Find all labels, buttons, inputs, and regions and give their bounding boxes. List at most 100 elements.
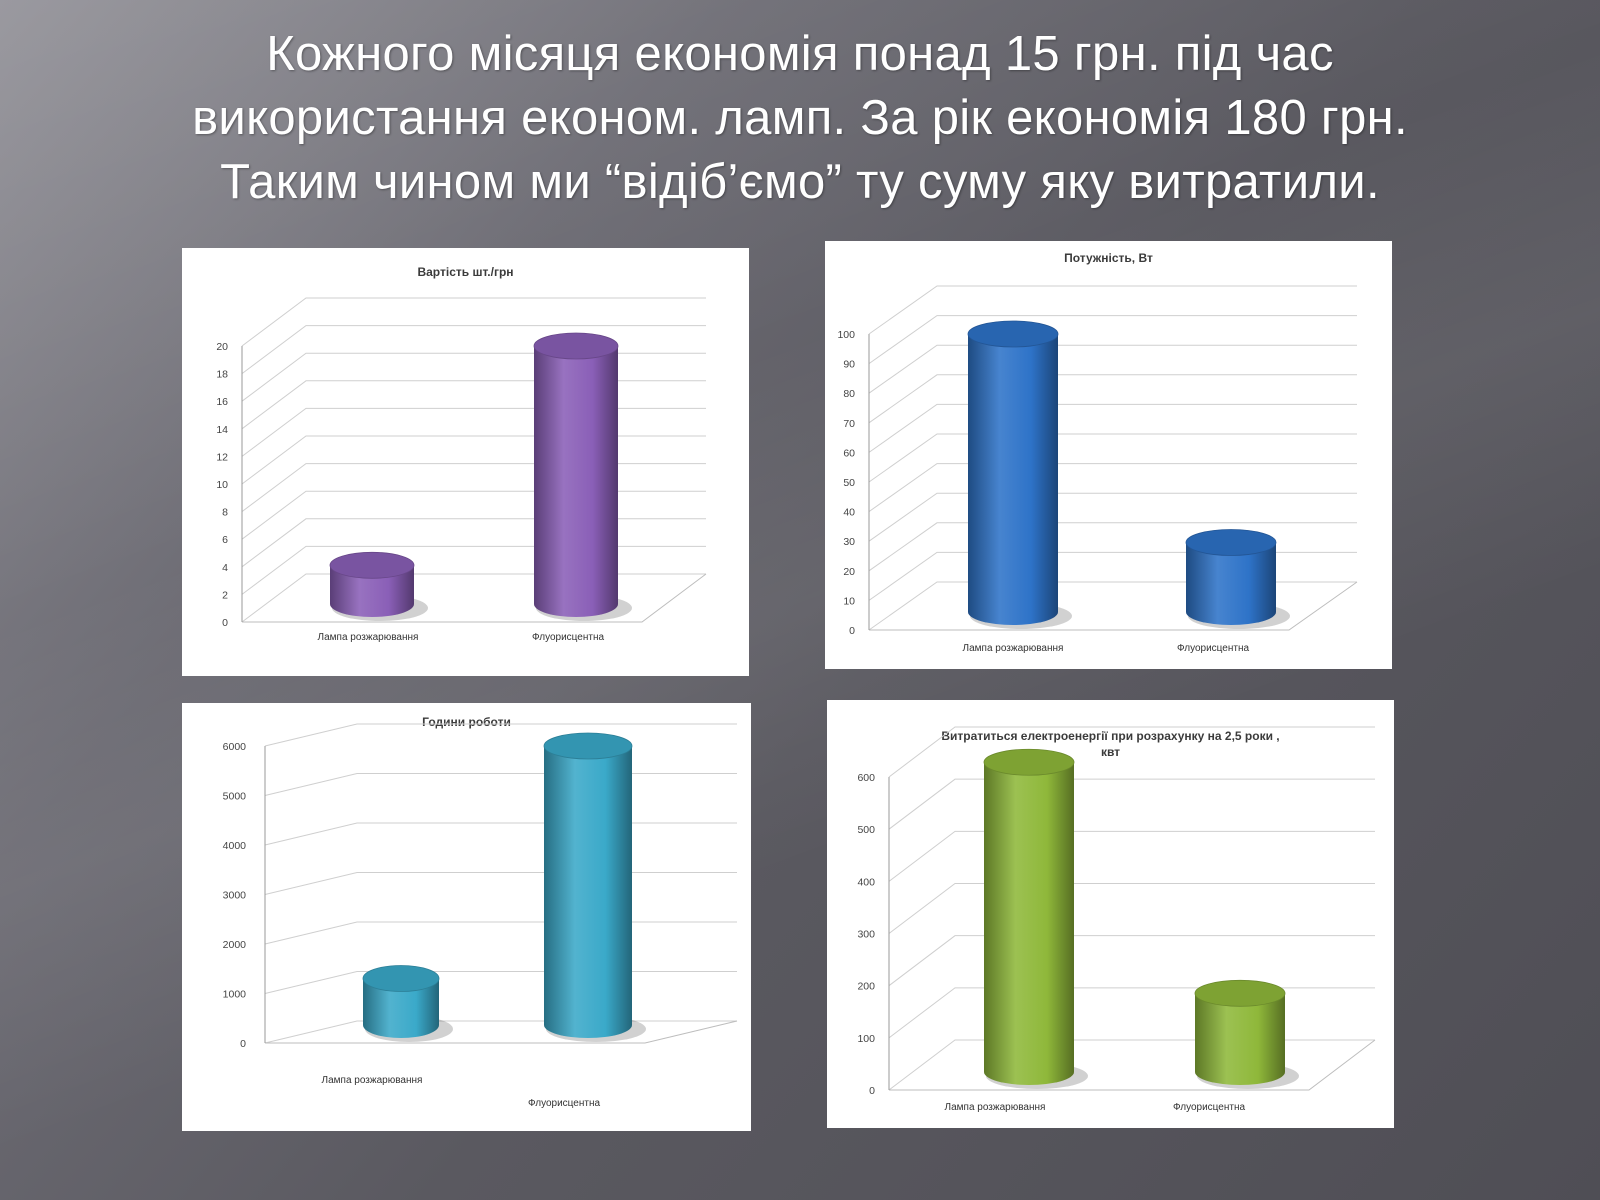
- y-tick-label: 30: [843, 536, 855, 548]
- chart-title: Години роботи: [422, 715, 511, 729]
- y-tick-label: 20: [216, 341, 228, 353]
- bar-2: [543, 732, 646, 1042]
- x-category-label: Лампа розжарювання: [318, 632, 419, 643]
- chart-floor: [242, 573, 707, 623]
- bar-2: [533, 332, 632, 621]
- gridline: [888, 935, 1375, 987]
- slide-title-line-1: Кожного місяця економія понад 15 грн. пі…: [266, 27, 1334, 81]
- x-category-label: Флуорисцентна: [1177, 643, 1249, 654]
- gridline: [241, 435, 706, 485]
- y-tick-label: 8: [222, 507, 228, 519]
- bar-1: [983, 748, 1088, 1089]
- chart-title: Потужність, Вт: [1064, 251, 1153, 265]
- gridline: [888, 830, 1375, 882]
- chart-energy: Витратиться електроенергії при розрахунк…: [857, 726, 1376, 1113]
- gridline: [241, 518, 706, 568]
- gridline: [888, 883, 1375, 934]
- y-tick-label: 50: [843, 477, 855, 489]
- y-tick-label: 100: [857, 1033, 875, 1045]
- y-tick-label: 0: [849, 625, 855, 637]
- y-tick-label: 200: [857, 981, 875, 993]
- gridline: [264, 723, 737, 747]
- chart-panel-energy: Витратиться електроенергії при розрахунк…: [827, 700, 1394, 1128]
- y-tick-label: 400: [857, 876, 875, 888]
- chart-panel-power: Потужність, Вт 0 10 20 30 40 50 60 70 80 90 100 Ламп…: [825, 241, 1392, 669]
- y-tick-label: 4: [222, 562, 228, 574]
- bar-1: [967, 320, 1072, 629]
- y-tick-label: 4000: [223, 840, 247, 852]
- slide-title: Кожного місяця економія понад 15 грн. пі…: [60, 22, 1540, 214]
- y-tick-label: 5000: [223, 791, 247, 803]
- chart-title: Витратиться електроенергії при розрахунк…: [941, 729, 1279, 743]
- x-category-label: Флуорисцентна: [532, 632, 604, 643]
- bar-2: [1194, 979, 1299, 1089]
- gridline: [241, 545, 706, 595]
- y-tick-label: 90: [843, 359, 855, 371]
- gridline: [868, 344, 1357, 394]
- gridline: [264, 921, 737, 945]
- y-tick-label: 40: [843, 507, 855, 519]
- gridline: [264, 822, 737, 846]
- chart-hours: Години роботи 0 1000 2000 3000 4000 5000 6000 Ла…: [223, 715, 738, 1109]
- chart-title-line-2: квт: [1101, 745, 1120, 759]
- gridline: [888, 987, 1375, 1039]
- y-tick-label: 0: [222, 617, 228, 629]
- y-tick-label: 12: [216, 451, 228, 463]
- gridline: [868, 522, 1357, 572]
- gridline: [241, 297, 706, 347]
- gridline: [868, 403, 1357, 453]
- y-tick-label: 10: [216, 479, 228, 491]
- gridline: [241, 463, 706, 513]
- y-tick-label: 300: [857, 929, 875, 941]
- y-tick-label: 6: [222, 534, 228, 546]
- gridline: [264, 971, 737, 994]
- y-tick-label: 600: [857, 772, 875, 784]
- gridline: [868, 463, 1357, 513]
- chart-power: Потужність, Вт 0 10 20 30 40 50 60 70 80 90 100 Ламп…: [837, 251, 1358, 654]
- gridline: [868, 315, 1357, 365]
- gridline: [241, 352, 706, 402]
- chart-title: Вартість шт./грн: [417, 265, 513, 279]
- slide-title-line-2: використання економ. ламп. За рік економ…: [192, 91, 1408, 145]
- gridline: [868, 492, 1357, 542]
- chart-floor: [889, 1039, 1376, 1091]
- y-tick-label: 18: [216, 369, 228, 381]
- x-category-label: Лампа розжарювання: [963, 643, 1064, 654]
- gridline: [888, 726, 1375, 778]
- bar-1: [329, 551, 428, 621]
- gridline: [868, 285, 1357, 335]
- chart-panel-cost: Вартість шт./грн 0 2 4 6 8 10 12 14 16 18 20 Лампа р…: [182, 248, 749, 676]
- y-tick-label: 20: [843, 566, 855, 578]
- y-tick-label: 100: [837, 329, 855, 341]
- x-category-label: Лампа розжарювання: [945, 1102, 1046, 1113]
- gridline: [241, 573, 706, 623]
- y-tick-label: 1000: [223, 989, 247, 1001]
- y-tick-label: 2: [222, 589, 228, 601]
- slide-title-line-3: Таким чином ми “відіб’ємо” ту суму яку в…: [220, 155, 1380, 209]
- chart-floor: [869, 581, 1358, 631]
- bar-2: [1185, 529, 1290, 629]
- y-tick-label: 16: [216, 396, 228, 408]
- y-tick-label: 80: [843, 388, 855, 400]
- x-category-label: Лампа розжарювання: [322, 1075, 423, 1086]
- y-tick-label: 14: [216, 424, 228, 436]
- gridline: [868, 551, 1357, 601]
- y-tick-label: 60: [843, 447, 855, 459]
- gridline: [868, 433, 1357, 483]
- chart-floor: [265, 1020, 738, 1044]
- y-tick-label: 10: [843, 595, 855, 607]
- y-tick-label: 70: [843, 418, 855, 430]
- gridline: [888, 778, 1375, 830]
- x-category-label: Флуорисцентна: [1173, 1102, 1245, 1113]
- gridline: [868, 581, 1357, 631]
- y-tick-label: 6000: [223, 741, 247, 753]
- y-tick-label: 500: [857, 824, 875, 836]
- gridline: [264, 773, 737, 796]
- gridline: [241, 407, 706, 457]
- y-tick-label: 0: [869, 1085, 875, 1097]
- gridline: [264, 872, 737, 895]
- y-tick-label: 0: [240, 1038, 246, 1050]
- chart-panel-hours: Години роботи 0 1000 2000 3000 4000 5000 6000 Ла…: [182, 703, 751, 1131]
- chart-cost: Вартість шт./грн 0 2 4 6 8 10 12 14 16 18 20 Лампа р…: [216, 265, 707, 643]
- gridline: [241, 490, 706, 540]
